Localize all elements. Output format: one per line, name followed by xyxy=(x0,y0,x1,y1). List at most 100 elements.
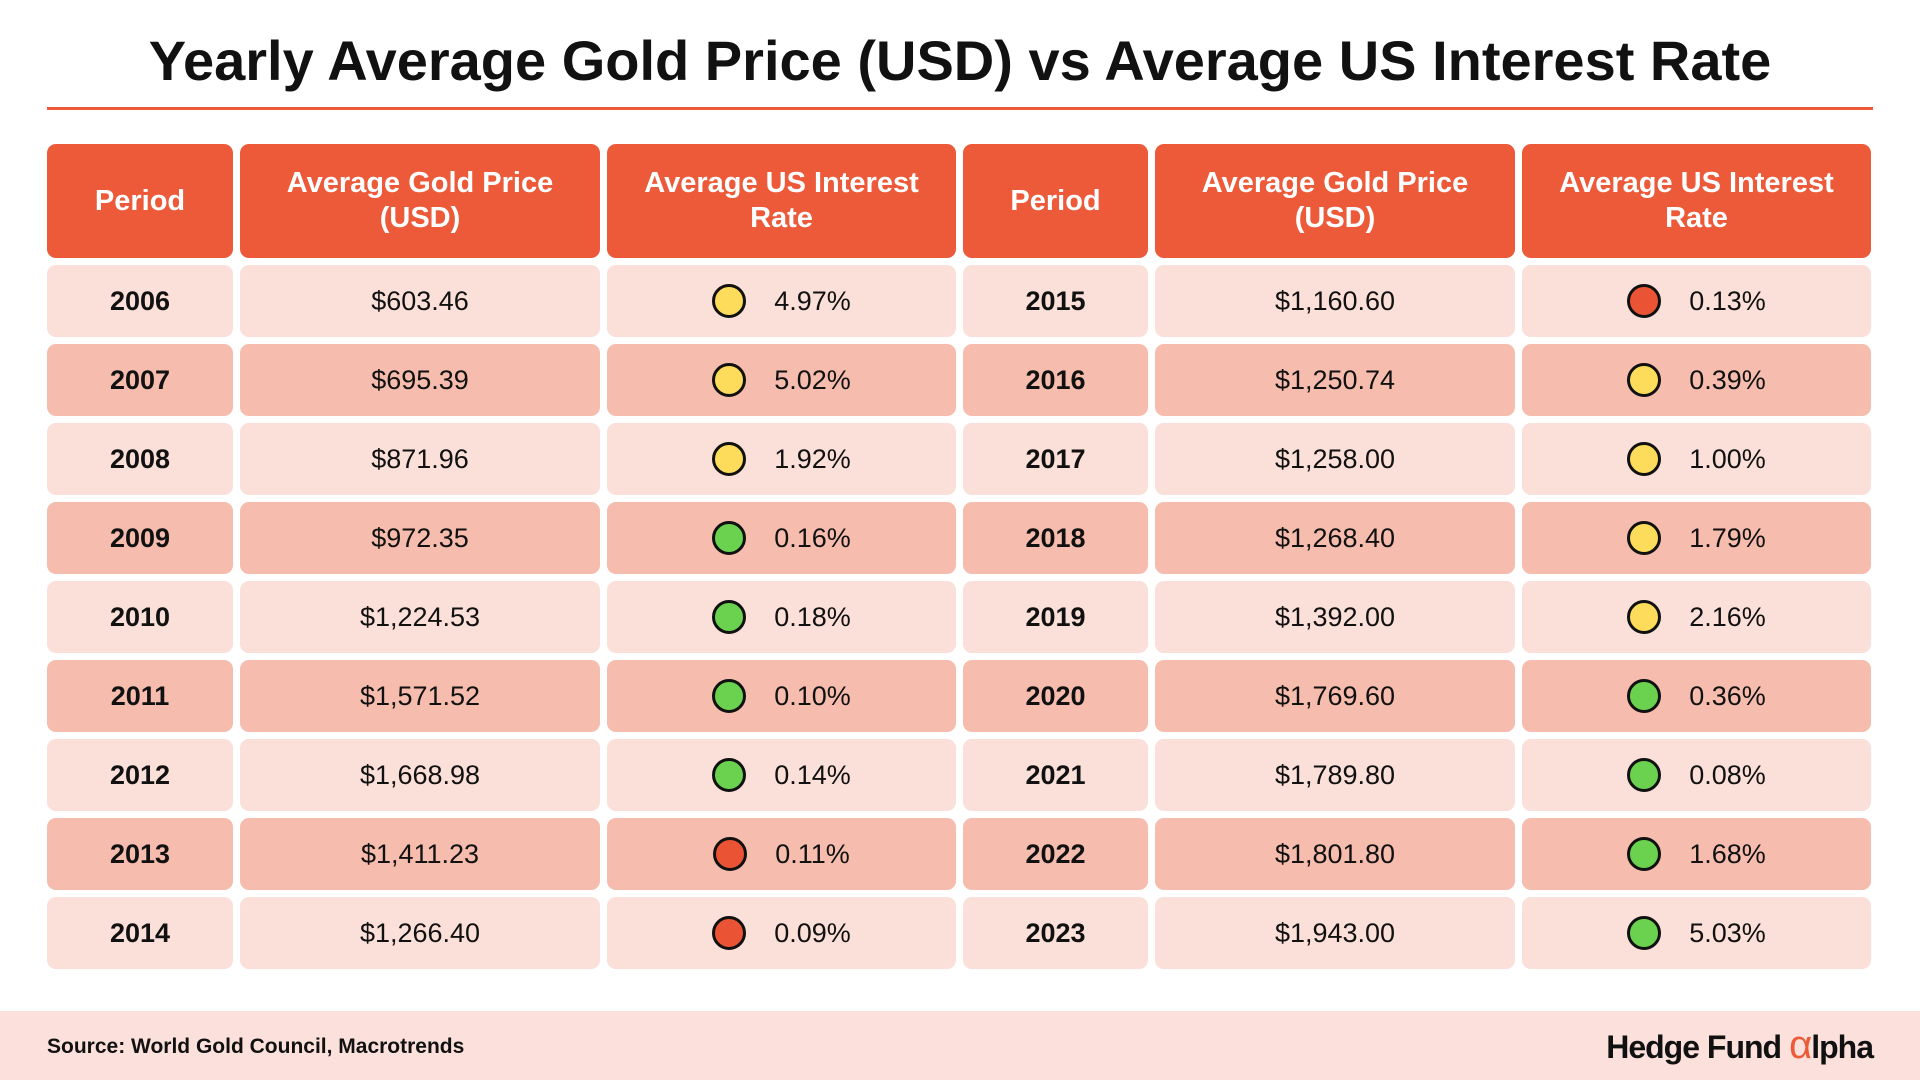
price-cell: $1,160.60 xyxy=(1155,265,1515,337)
rate-text: 0.39% xyxy=(1689,364,1766,395)
status-dot xyxy=(1627,442,1662,476)
price-cell: $1,266.40 xyxy=(240,897,600,969)
rate-text: 5.03% xyxy=(1689,917,1766,948)
status-dot xyxy=(712,363,747,397)
price-cell: $972.35 xyxy=(240,502,600,574)
price-cell: $1,411.23 xyxy=(240,818,600,890)
footer: Source: World Gold Council, Macrotrends … xyxy=(0,1011,1920,1080)
status-dot xyxy=(712,916,747,950)
header-cell: Average Gold Price (USD) xyxy=(240,144,600,258)
rate-cell: 0.08% xyxy=(1522,739,1871,811)
rate-cell: 1.68% xyxy=(1522,818,1871,890)
price-cell: $871.96 xyxy=(240,423,600,495)
title-rule xyxy=(47,107,1873,110)
source: Source: World Gold Council, Macrotrends xyxy=(47,1035,465,1058)
period-cell: 2014 xyxy=(47,897,233,969)
status-dot xyxy=(712,521,747,555)
period-cell: 2017 xyxy=(963,423,1148,495)
header-cell: Period xyxy=(47,144,233,258)
rate-cell: 0.18% xyxy=(607,581,956,653)
price-cell: $1,571.52 xyxy=(240,660,600,732)
header-cell: Average US Interest Rate xyxy=(607,144,956,258)
rate-text: 0.11% xyxy=(775,838,850,869)
period-cell: 2021 xyxy=(963,739,1148,811)
status-dot xyxy=(712,284,747,318)
price-cell: $1,668.98 xyxy=(240,739,600,811)
rate-cell: 0.11% xyxy=(607,818,956,890)
rate-text: 0.08% xyxy=(1689,759,1766,790)
rate-text: 1.00% xyxy=(1689,443,1766,474)
period-cell: 2022 xyxy=(963,818,1148,890)
period-cell: 2006 xyxy=(47,265,233,337)
status-dot xyxy=(1627,916,1662,950)
rate-cell: 0.16% xyxy=(607,502,956,574)
period-cell: 2023 xyxy=(963,897,1148,969)
rate-cell: 1.92% xyxy=(607,423,956,495)
rate-cell: 5.02% xyxy=(607,344,956,416)
rate-cell: 2.16% xyxy=(1522,581,1871,653)
period-cell: 2015 xyxy=(963,265,1148,337)
price-cell: $1,789.80 xyxy=(1155,739,1515,811)
header-cell: Average US Interest Rate xyxy=(1522,144,1871,258)
rate-text: 5.02% xyxy=(774,364,851,395)
price-cell: $1,801.80 xyxy=(1155,818,1515,890)
status-dot xyxy=(1627,363,1662,397)
price-cell: $1,250.74 xyxy=(1155,344,1515,416)
status-dot xyxy=(1627,837,1662,871)
price-cell: $695.39 xyxy=(240,344,600,416)
period-cell: 2013 xyxy=(47,818,233,890)
rate-text: 0.10% xyxy=(774,680,851,711)
rate-cell: 0.13% xyxy=(1522,265,1871,337)
rate-text: 0.36% xyxy=(1689,680,1766,711)
rate-cell: 0.39% xyxy=(1522,344,1871,416)
period-cell: 2009 xyxy=(47,502,233,574)
price-cell: $603.46 xyxy=(240,265,600,337)
rate-cell: 1.79% xyxy=(1522,502,1871,574)
price-cell: $1,392.00 xyxy=(1155,581,1515,653)
rate-text: 0.09% xyxy=(774,917,851,948)
rate-cell: 0.14% xyxy=(607,739,956,811)
price-cell: $1,224.53 xyxy=(240,581,600,653)
period-cell: 2020 xyxy=(963,660,1148,732)
price-cell: $1,943.00 xyxy=(1155,897,1515,969)
status-dot xyxy=(712,679,747,713)
rate-cell: 5.03% xyxy=(1522,897,1871,969)
period-cell: 2019 xyxy=(963,581,1148,653)
rate-cell: 0.36% xyxy=(1522,660,1871,732)
period-cell: 2012 xyxy=(47,739,233,811)
rate-text: 4.97% xyxy=(774,285,851,316)
status-dot xyxy=(1627,521,1662,555)
brand-alpha: α xyxy=(1789,1023,1812,1067)
period-cell: 2016 xyxy=(963,344,1148,416)
status-dot xyxy=(1627,758,1662,792)
rate-cell: 1.00% xyxy=(1522,423,1871,495)
status-dot xyxy=(1627,284,1662,318)
table-grid: Period Average Gold Price (USD) Average US… xyxy=(47,144,1871,969)
status-dot xyxy=(712,600,747,634)
period-cell: 2011 xyxy=(47,660,233,732)
rate-text: 1.68% xyxy=(1689,838,1766,869)
rate-text: 0.18% xyxy=(774,601,851,632)
period-cell: 2010 xyxy=(47,581,233,653)
status-dot xyxy=(1627,679,1662,713)
status-dot xyxy=(712,442,747,476)
period-cell: 2008 xyxy=(47,423,233,495)
period-cell: 2007 xyxy=(47,344,233,416)
rate-text: 0.16% xyxy=(774,522,851,553)
price-cell: $1,769.60 xyxy=(1155,660,1515,732)
header-cell: Period xyxy=(963,144,1148,258)
rate-text: 2.16% xyxy=(1689,601,1766,632)
status-dot xyxy=(1627,600,1662,634)
brand-text: lpha xyxy=(1811,1029,1874,1065)
rate-cell: 4.97% xyxy=(607,265,956,337)
price-cell: $1,268.40 xyxy=(1155,502,1515,574)
title: Yearly Average Gold Price (USD) vs Avera… xyxy=(148,29,1772,92)
status-dot xyxy=(713,837,748,871)
price-cell: $1,258.00 xyxy=(1155,423,1515,495)
brand-text: Hedge Fund xyxy=(1606,1029,1782,1065)
rate-text: 0.14% xyxy=(774,759,851,790)
rate-text: 1.92% xyxy=(774,443,851,474)
rate-cell: 0.10% xyxy=(607,660,956,732)
header-cell: Average Gold Price (USD) xyxy=(1155,144,1515,258)
